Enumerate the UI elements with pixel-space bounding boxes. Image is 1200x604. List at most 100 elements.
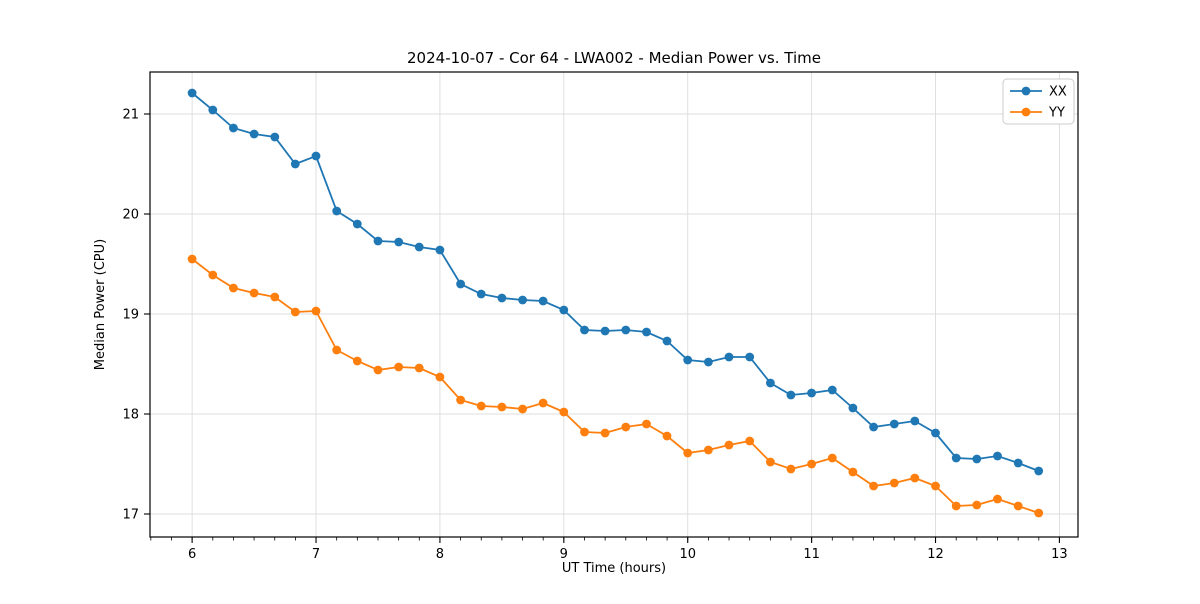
- y-tick-label: 19: [122, 308, 139, 323]
- x-tick-label: 6: [188, 547, 196, 562]
- data-point: [931, 428, 940, 438]
- data-point: [786, 464, 796, 474]
- data-point: [704, 357, 713, 367]
- data-point: [229, 123, 238, 133]
- data-point: [270, 132, 280, 142]
- data-point: [1034, 508, 1044, 518]
- data-point: [724, 440, 734, 450]
- grid: [150, 72, 1078, 537]
- data-point: [394, 362, 404, 372]
- data-point: [869, 422, 878, 432]
- data-point: [476, 401, 486, 411]
- data-point: [538, 296, 548, 306]
- data-point: [827, 385, 837, 395]
- data-point: [497, 293, 507, 303]
- data-point: [662, 336, 672, 346]
- y-tick-label: 20: [122, 208, 139, 223]
- legend-item-xx: XX: [1010, 85, 1067, 100]
- data-point: [786, 390, 796, 400]
- x-tick-label: 12: [927, 547, 944, 562]
- data-point: [352, 219, 362, 229]
- data-point: [848, 467, 858, 477]
- y-axis-label: Median Power (CPU): [93, 239, 108, 370]
- data-point: [249, 129, 259, 139]
- x-tick-label: 8: [436, 547, 444, 562]
- data-point: [373, 365, 383, 375]
- data-point: [642, 327, 651, 337]
- data-point: [704, 445, 713, 455]
- data-point: [456, 395, 465, 405]
- data-point: [807, 388, 816, 398]
- data-point: [766, 378, 775, 388]
- y-tick-label: 18: [122, 408, 139, 423]
- data-point: [435, 372, 445, 382]
- data-point: [497, 402, 507, 412]
- data-point: [559, 305, 569, 315]
- data-point: [807, 459, 816, 469]
- data-point: [910, 416, 920, 426]
- data-point: [476, 289, 486, 299]
- chart-title: 2024-10-07 - Cor 64 - LWA002 - Median Po…: [407, 49, 821, 67]
- data-point: [600, 428, 610, 438]
- data-point: [290, 307, 300, 317]
- series-yy: [187, 254, 1044, 518]
- series-xx: [187, 88, 1044, 476]
- data-point: [187, 254, 197, 264]
- data-point: [311, 151, 321, 161]
- x-tick-label: 11: [803, 547, 820, 562]
- x-axis-label: UT Time (hours): [562, 561, 666, 576]
- legend-marker: [1021, 86, 1031, 96]
- data-point: [766, 457, 775, 467]
- data-point: [518, 295, 527, 305]
- data-point: [373, 236, 383, 246]
- data-point: [683, 355, 693, 365]
- data-point: [518, 404, 527, 414]
- data-point: [414, 363, 424, 373]
- data-point: [394, 237, 404, 247]
- data-point: [621, 325, 631, 335]
- data-point: [931, 481, 940, 491]
- legend-marker: [1021, 107, 1031, 117]
- data-point: [208, 270, 218, 280]
- data-point: [951, 453, 961, 463]
- data-point: [580, 427, 589, 437]
- data-point: [745, 352, 755, 362]
- data-point: [993, 451, 1002, 461]
- x-tick-label: 10: [679, 547, 696, 562]
- data-point: [724, 352, 734, 362]
- data-point: [745, 436, 755, 446]
- data-point: [889, 478, 899, 488]
- data-point: [1013, 458, 1023, 468]
- legend-label: YY: [1048, 106, 1065, 121]
- data-point: [249, 288, 259, 298]
- data-point: [910, 473, 920, 483]
- data-point: [848, 403, 858, 413]
- legend-label: XX: [1049, 85, 1067, 100]
- data-point: [642, 419, 651, 429]
- axis-ticks: [144, 113, 1060, 543]
- series-layer: [187, 88, 1044, 518]
- data-point: [621, 422, 631, 432]
- x-tick-label: 13: [1051, 547, 1068, 562]
- data-point: [559, 407, 569, 417]
- legend: XX YY: [1002, 78, 1075, 125]
- data-point: [1013, 501, 1023, 511]
- data-point: [869, 481, 878, 491]
- data-point: [270, 292, 280, 302]
- data-point: [580, 325, 589, 335]
- x-tick-label: 7: [312, 547, 320, 562]
- data-point: [972, 500, 982, 510]
- axis-tick-labels: 6 7 8 9 10 11 12 13 17 18 19 20 21: [122, 108, 1067, 563]
- legend-item-yy: YY: [1010, 106, 1065, 121]
- data-point: [290, 159, 300, 169]
- x-tick-label: 9: [560, 547, 568, 562]
- data-point: [208, 105, 218, 115]
- data-point: [311, 306, 321, 316]
- data-point: [600, 326, 610, 336]
- data-point: [187, 88, 197, 98]
- data-point: [951, 501, 961, 511]
- data-point: [352, 356, 362, 366]
- data-point: [889, 419, 899, 429]
